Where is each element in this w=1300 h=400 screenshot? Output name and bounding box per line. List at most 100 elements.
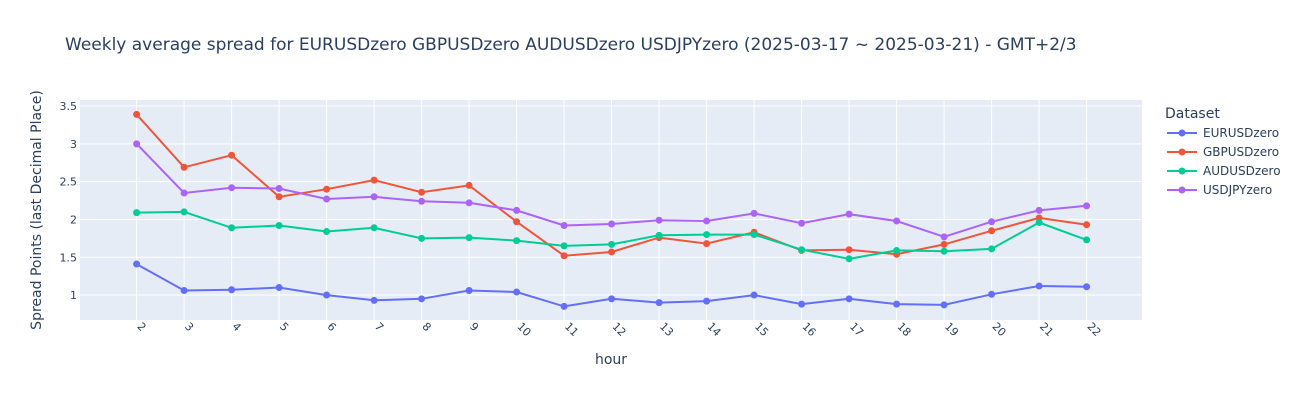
data-point [608,220,616,228]
x-tick-label: 3 [182,320,196,334]
y-tick-label: 3.5 [60,100,78,113]
data-point [418,197,426,205]
x-tick-label: 6 [324,320,338,334]
data-point [988,245,996,253]
x-tick-label: 8 [419,320,433,334]
data-point [845,255,853,263]
data-point [750,231,758,239]
data-point [513,218,521,226]
data-series [133,110,1091,310]
data-point [370,224,378,232]
x-tick-label: 17 [847,320,866,339]
data-point [703,217,711,225]
data-point [465,287,473,295]
data-point [370,193,378,201]
x-tick-label: 7 [372,320,386,334]
data-point [845,246,853,254]
x-tick-label: 18 [894,320,913,339]
data-point [893,246,901,254]
y-tick-label: 3 [70,138,77,151]
y-axis-title: Spread Points (last Decimal Place) [29,90,45,330]
data-point [1083,283,1091,291]
x-tick-label: 19 [942,320,961,339]
legend-label: EURUSDzero [1203,126,1279,140]
legend-item[interactable]: AUDUSDzero [1167,164,1281,178]
data-point [1035,282,1043,290]
legend-swatch-marker [1178,129,1186,137]
data-point [1035,218,1043,226]
legend-item[interactable]: EURUSDzero [1167,126,1279,140]
plot-area [80,100,1142,320]
data-point [988,218,996,226]
y-tick-label: 1 [70,289,77,302]
data-point [275,184,283,192]
data-point [370,296,378,304]
x-tick-label: 13 [657,320,676,339]
data-point [560,242,568,250]
data-point [323,291,331,299]
series-AUDUSDzero [133,208,1091,263]
data-point [513,288,521,296]
data-point [940,233,948,241]
data-point [655,299,663,307]
data-point [893,300,901,308]
legend-title: Dataset [1165,106,1220,122]
data-point [608,240,616,248]
series-EURUSDzero [133,260,1091,310]
data-point [703,231,711,239]
x-tick-label: 10 [514,320,533,339]
data-point [465,234,473,242]
legend-swatch-marker [1178,186,1186,194]
x-tick-label: 12 [609,320,628,339]
data-point [370,176,378,184]
x-tick-label: 21 [1037,320,1056,339]
data-point [465,181,473,189]
legend-swatch-marker [1178,148,1186,156]
legend-swatch-marker [1178,167,1186,175]
data-point [560,252,568,260]
data-point [560,302,568,310]
data-point [1083,236,1091,244]
data-point [703,240,711,248]
data-point [940,247,948,255]
data-point [323,228,331,236]
data-point [750,291,758,299]
x-tick-label: 22 [1084,320,1103,339]
data-point [418,295,426,303]
x-tick-label: 11 [562,320,581,339]
legend-item[interactable]: GBPUSDzero [1167,145,1279,159]
x-tick-label: 2 [134,320,148,334]
data-point [133,110,141,118]
data-point [180,287,188,295]
data-point [513,237,521,245]
data-point [940,301,948,309]
data-point [275,193,283,201]
legend-label: USDJPYzero [1203,183,1272,197]
data-point [275,283,283,291]
data-point [228,151,236,159]
x-tick-label: 15 [752,320,771,339]
data-point [750,209,758,217]
data-point [465,199,473,207]
y-axis-ticks: 1 1.5 2 2.5 3 3.5 [60,100,78,302]
data-point [1083,202,1091,210]
data-point [323,185,331,193]
x-tick-label: 4 [229,320,243,334]
series-USDJPYzero [133,140,1091,241]
data-point [418,234,426,242]
data-point [1035,206,1043,214]
data-point [608,248,616,256]
data-point [608,295,616,303]
legend[interactable]: EURUSDzero GBPUSDzero AUDUSDzero USDJPYzero [1167,126,1281,197]
data-point [655,231,663,239]
y-tick-label: 2 [70,213,77,226]
data-point [323,195,331,203]
legend-item[interactable]: USDJPYzero [1167,183,1272,197]
data-point [133,260,141,268]
data-point [988,290,996,298]
data-point [940,240,948,248]
data-point [418,188,426,196]
data-point [560,221,568,229]
data-point [275,221,283,229]
